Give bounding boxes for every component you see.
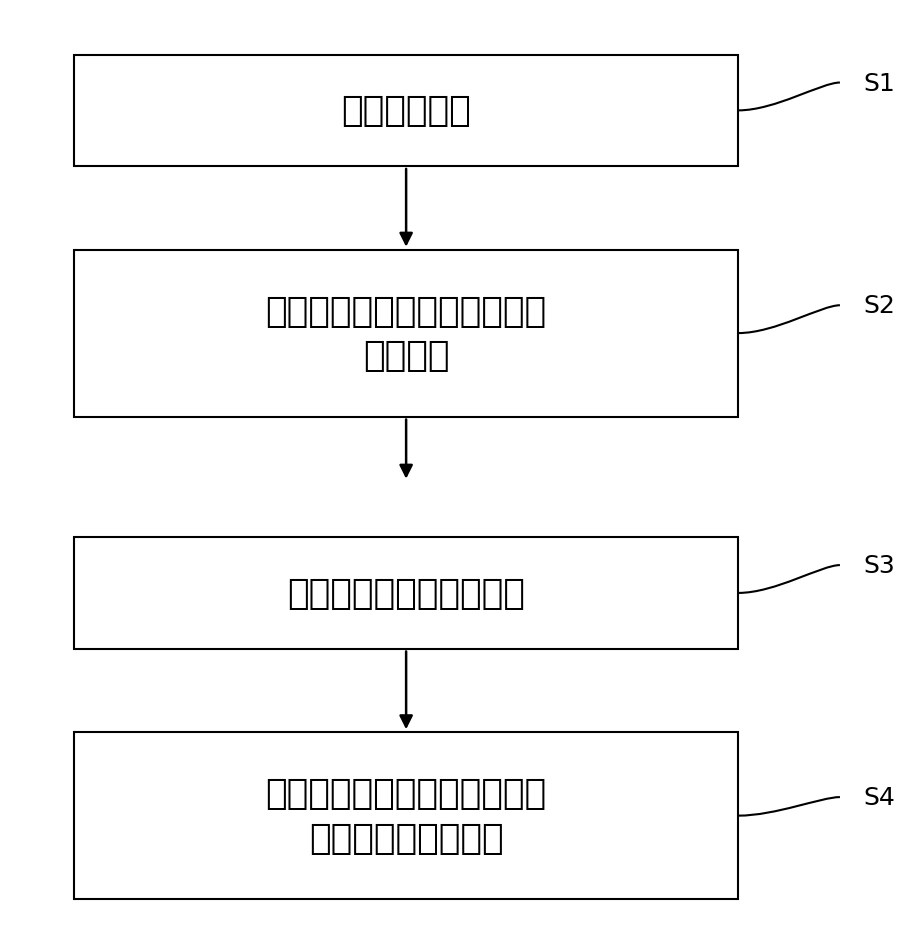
FancyBboxPatch shape (74, 56, 738, 167)
Text: S2: S2 (863, 294, 895, 318)
Text: S3: S3 (863, 553, 894, 578)
Text: 根据神经网络输出结果调整光
纤位置直至对焦成功: 根据神经网络输出结果调整光 纤位置直至对焦成功 (266, 777, 546, 855)
Text: 输入采集的图像至训练好的神
经网络中: 输入采集的图像至训练好的神 经网络中 (266, 295, 546, 373)
Text: S1: S1 (863, 71, 894, 95)
FancyBboxPatch shape (74, 732, 738, 899)
Text: 采集输入图像: 采集输入图像 (342, 95, 471, 128)
Text: 获取神经网络的输出结果: 获取神经网络的输出结果 (287, 577, 525, 610)
FancyBboxPatch shape (74, 250, 738, 417)
Text: S4: S4 (863, 785, 895, 809)
FancyBboxPatch shape (74, 538, 738, 649)
